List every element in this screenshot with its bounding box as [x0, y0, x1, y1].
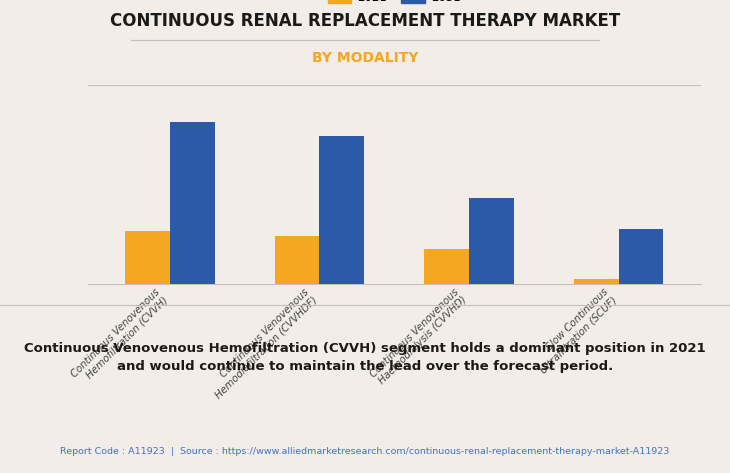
Text: BY MODALITY: BY MODALITY — [312, 51, 418, 65]
Bar — [574, 279, 618, 284]
Bar — [170, 122, 215, 284]
Legend: 2021, 2031: 2021, 2031 — [324, 0, 464, 8]
Bar — [424, 249, 469, 284]
Bar — [618, 229, 664, 284]
Bar — [320, 136, 364, 284]
Bar — [469, 198, 514, 284]
Text: CONTINUOUS RENAL REPLACEMENT THERAPY MARKET: CONTINUOUS RENAL REPLACEMENT THERAPY MAR… — [110, 12, 620, 30]
Bar — [274, 236, 320, 284]
Text: Report Code : A11923  |  Source : https://www.alliedmarketresearch.com/continuou: Report Code : A11923 | Source : https://… — [61, 447, 669, 456]
Bar — [125, 231, 170, 284]
Text: Continuous Venovenous Hemofiltration (CVVH) segment holds a dominant position in: Continuous Venovenous Hemofiltration (CV… — [24, 342, 706, 373]
